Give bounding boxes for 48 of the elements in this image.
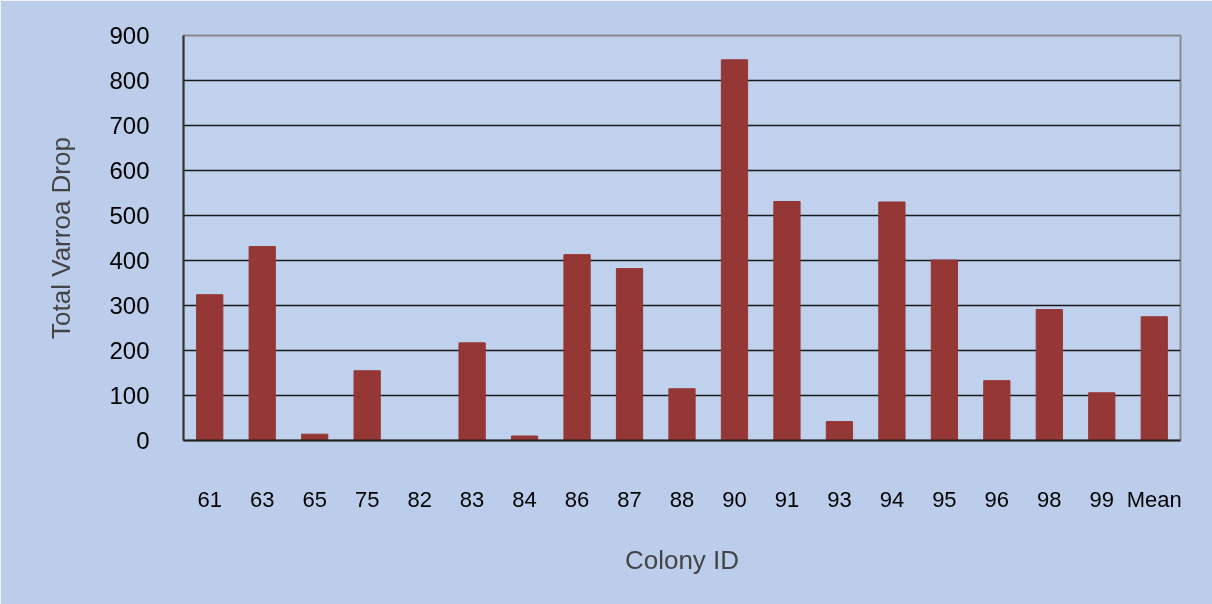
y-tick-label: 0 [136, 427, 150, 454]
x-tick-label: 95 [932, 486, 957, 512]
bar [248, 246, 276, 441]
x-tick-label: 83 [459, 486, 485, 512]
bar [983, 380, 1011, 441]
y-tick-label: 200 [109, 337, 150, 364]
x-tick-label: 61 [197, 486, 222, 512]
bar [720, 59, 749, 441]
bar [510, 435, 539, 441]
bar [773, 201, 801, 441]
y-tick-label: 600 [109, 157, 150, 184]
y-tick-label: 400 [109, 247, 150, 274]
y-axis-title: Total Varroa Drop [46, 137, 77, 339]
bar [615, 268, 644, 441]
x-tick-label: 94 [879, 486, 905, 512]
x-tick-label: 93 [827, 486, 852, 512]
x-tick-label: 84 [512, 486, 537, 512]
bar [825, 421, 854, 441]
bar [1140, 316, 1168, 441]
y-tick-label: 300 [109, 292, 150, 319]
y-tick-label: 800 [109, 67, 150, 94]
y-tick-label: 900 [109, 22, 150, 49]
x-tick-label: 96 [984, 486, 1010, 512]
x-tick-label: 90 [722, 486, 747, 512]
x-tick-label: 98 [1037, 486, 1062, 512]
x-tick-label: 65 [302, 486, 327, 512]
x-tick-label: 87 [617, 486, 642, 512]
bar [563, 254, 591, 441]
x-tick-label: 86 [564, 486, 590, 512]
y-tick-label: 700 [109, 112, 150, 139]
bar [458, 342, 486, 441]
bar [1088, 392, 1116, 441]
bar [196, 294, 224, 441]
bar [353, 370, 381, 441]
y-tick-label: 500 [109, 202, 150, 229]
x-tick-label: 99 [1089, 486, 1115, 512]
x-tick-label: 82 [407, 486, 432, 512]
x-tick-label: 91 [774, 486, 800, 512]
x-tick-label: 63 [249, 486, 275, 512]
bar [1035, 309, 1063, 441]
x-tick-label: Mean [1126, 486, 1182, 512]
x-tick-label: 88 [669, 486, 695, 512]
bar [668, 388, 696, 441]
x-tick-label: 75 [354, 486, 380, 512]
bar [878, 201, 906, 441]
x-axis-title: Colony ID [624, 544, 740, 575]
y-tick-label: 100 [109, 382, 150, 409]
bar [930, 259, 958, 441]
